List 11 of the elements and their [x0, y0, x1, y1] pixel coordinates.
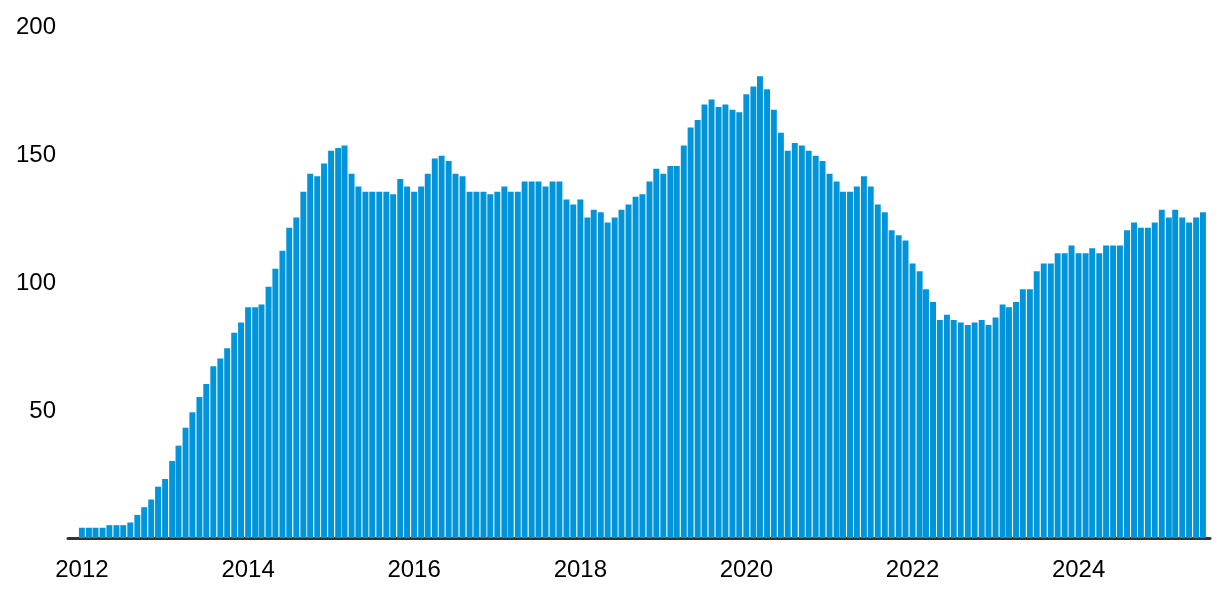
- x-tick-label: 2020: [719, 554, 774, 582]
- x-tick-label: 2024: [1051, 554, 1106, 582]
- x-tick-label: 2022: [885, 554, 940, 582]
- x-tick-label: 2014: [221, 554, 275, 582]
- y-tick-label: 50: [29, 396, 56, 424]
- x-tick-label: 2012: [55, 554, 109, 582]
- y-tick-label: 100: [15, 268, 56, 295]
- y-tick-label: 150: [15, 139, 56, 167]
- y-tick-label: 200: [15, 11, 56, 39]
- x-tick-label: 2018: [553, 554, 608, 582]
- x-tick-label: 2016: [387, 554, 441, 582]
